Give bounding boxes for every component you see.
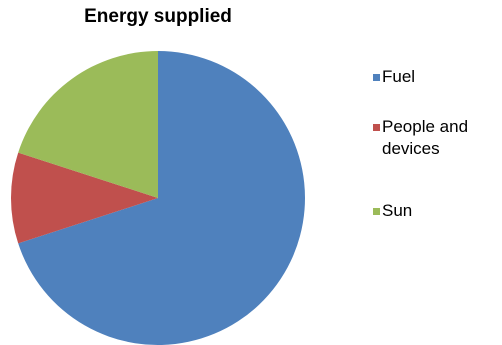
pie-slice-sun	[18, 51, 158, 198]
legend-label-sun: Sun	[382, 201, 413, 220]
pie-slice-people-and-devices	[10, 152, 159, 244]
legend-swatch-fuel	[373, 74, 380, 81]
legend-swatch-sun	[373, 208, 380, 215]
legend-label-fuel: Fuel	[382, 67, 416, 86]
chart-title: Energy supplied	[84, 6, 232, 27]
pie-slice-fuel	[18, 51, 305, 345]
legend-swatch-people-and-devices	[373, 124, 380, 131]
legend-label-people-and-devices: People and devices	[382, 117, 469, 158]
